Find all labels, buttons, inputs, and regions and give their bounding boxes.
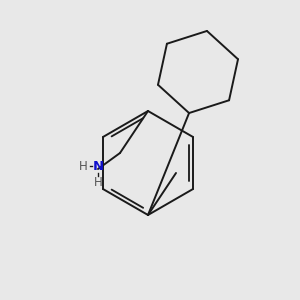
Text: N: N	[92, 160, 104, 172]
Text: H: H	[79, 160, 87, 172]
Text: H: H	[94, 176, 102, 188]
